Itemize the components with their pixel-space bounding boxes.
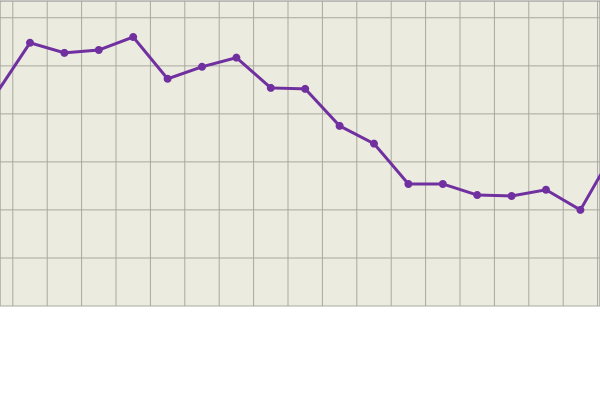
x-tick-label: 11-Jun-18: [196, 314, 208, 363]
x-tick-label: 26-Jun-18: [574, 314, 586, 364]
marker: [335, 121, 344, 130]
x-tick-label: 6-Jun-18: [93, 314, 105, 357]
x-tick-label: 1-Jun-18: [0, 314, 2, 357]
x-tick-label: 15-Jun-18: [334, 314, 346, 364]
marker: [163, 74, 172, 83]
x-tick-label: 22-Jun-18: [506, 314, 518, 364]
x-tick-label: 21-Jun-18: [471, 314, 483, 364]
marker: [60, 48, 69, 57]
marker: [576, 205, 585, 214]
marker: [370, 139, 378, 148]
marker: [198, 62, 206, 71]
marker: [438, 180, 447, 188]
marker: [404, 180, 413, 188]
x-tick-label: 7-Jun-18: [127, 314, 139, 357]
marker: [507, 192, 516, 201]
x-tick-label: 25-Jun-18: [540, 314, 552, 364]
x-tick-label: 13-Jun-18: [265, 314, 277, 364]
marker: [266, 83, 275, 92]
x-tick-label: 20-Jun-18: [437, 314, 449, 364]
x-tick-label: 14-Jun-18: [299, 314, 311, 364]
marker: [542, 185, 550, 194]
marker: [301, 84, 310, 93]
plot-area: [0, 0, 600, 307]
marker: [473, 191, 482, 200]
marker: [94, 45, 103, 54]
x-tick-label: 8-Jun-18: [162, 314, 174, 357]
x-tick-label: 12-Jun-18: [230, 314, 242, 364]
marker: [232, 53, 241, 62]
x-tick-label: 5-Jun-18: [58, 314, 70, 357]
marker: [129, 33, 138, 42]
x-tick-label: 4-Jun-18: [24, 314, 36, 357]
x-tick-label: 19-Jun-18: [402, 314, 414, 364]
marker: [26, 38, 34, 47]
x-tick-label: 18-Jun-18: [368, 314, 380, 364]
